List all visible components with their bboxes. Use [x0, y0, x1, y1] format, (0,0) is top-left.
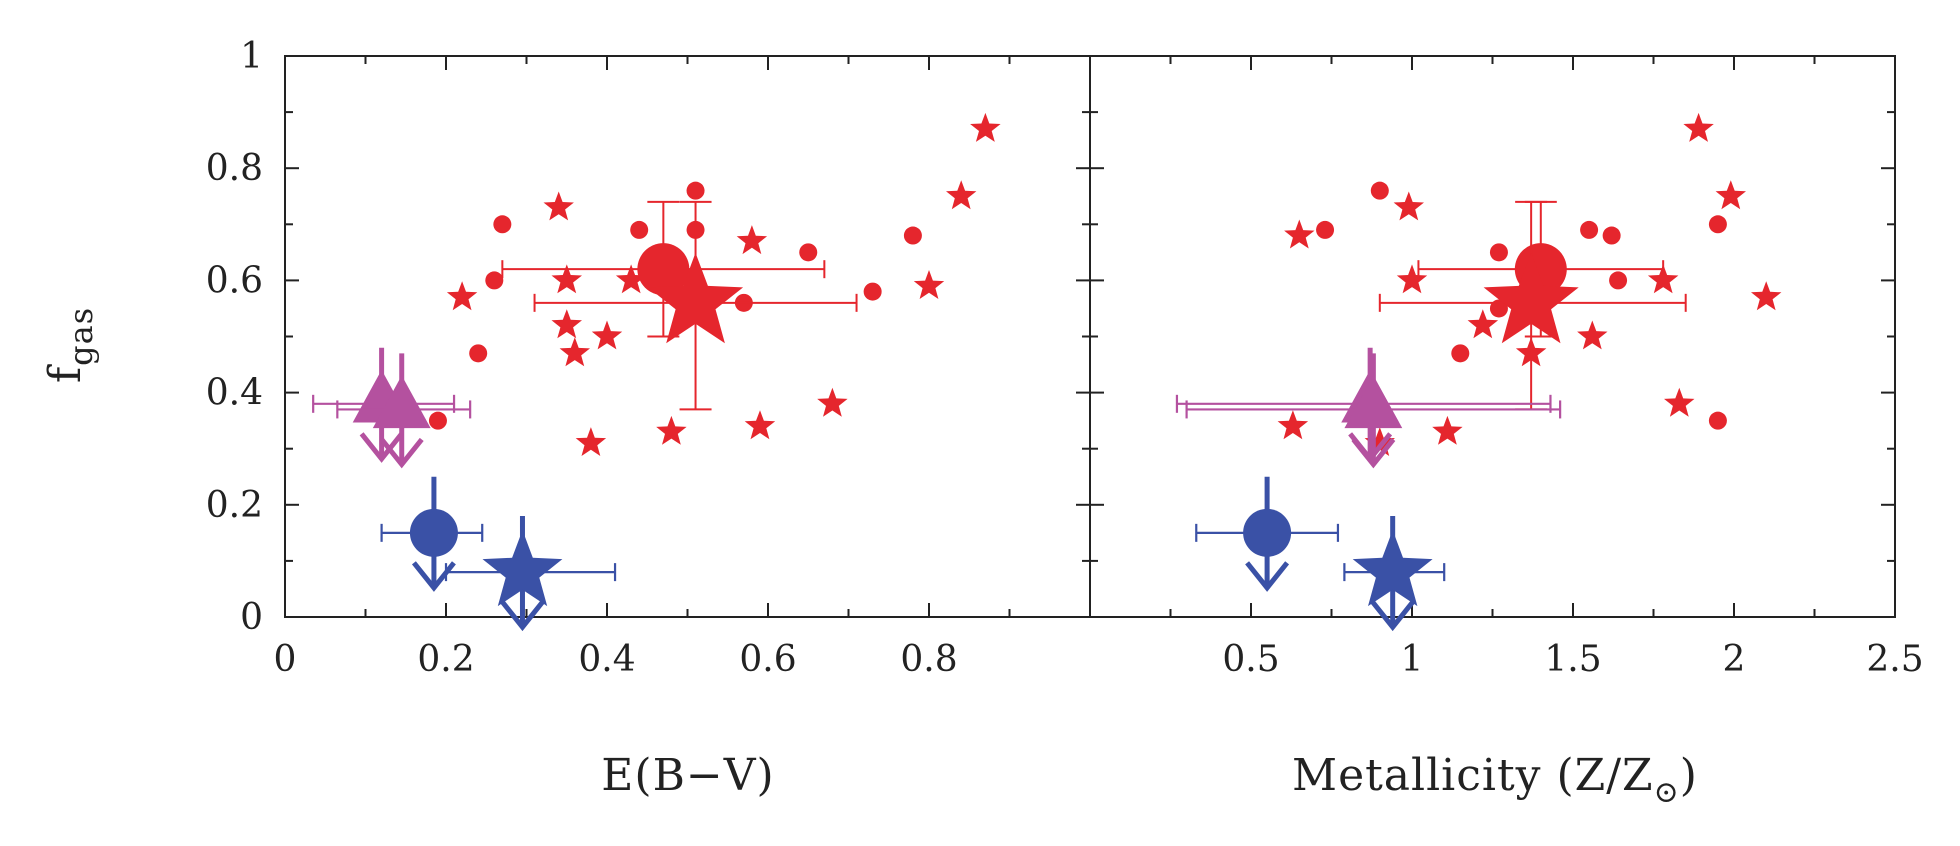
y-tick-label: 0.6 — [206, 260, 263, 301]
x-tick-label: 1.5 — [1544, 639, 1601, 680]
red-star-point — [656, 415, 687, 445]
red-star-point — [913, 270, 945, 299]
red-star-point — [817, 387, 848, 417]
red-dot-point — [1609, 271, 1628, 290]
red-dot-point — [799, 243, 818, 262]
x-tick-label: 2 — [1723, 639, 1746, 680]
red-star-point — [591, 320, 623, 350]
x-axis-title-metallicity-end: ) — [1680, 750, 1698, 801]
red-star-point — [970, 112, 1001, 142]
x-tick-label: 0 — [274, 639, 297, 680]
red-dot-point — [1489, 299, 1508, 318]
upper-limit-arrowhead — [359, 432, 404, 463]
red-star-point — [1467, 309, 1499, 339]
red-star-point — [946, 180, 977, 210]
upper-limit-arrowhead — [379, 437, 424, 469]
mean-star-marker — [1483, 252, 1579, 344]
x-tick-label: 0.4 — [578, 639, 635, 680]
y-tick-label: 0.8 — [206, 148, 263, 189]
y-tick-label: 0.2 — [206, 485, 263, 526]
red-dot-point — [493, 215, 512, 234]
y-tick-label: 0 — [240, 597, 263, 638]
red-star-point — [1393, 191, 1424, 221]
red-star-point — [1715, 180, 1746, 210]
red-dot-point — [863, 282, 882, 301]
x-tick-label: 0.8 — [900, 639, 957, 680]
x-axis-title-metallicity-sub: ⊙ — [1654, 775, 1680, 810]
red-dot-point — [1451, 344, 1470, 363]
red-dot-point — [686, 181, 705, 200]
y-axis-title-sub: gas — [62, 307, 100, 366]
mean-triangle-marker — [372, 375, 431, 429]
mean-star-marker — [1352, 530, 1433, 607]
red-star-point — [1364, 427, 1395, 456]
panel-ebv: 0 0.2 0.4 0.6 0.8 1 0 0.2 0.4 0.6 0.8 — [206, 36, 1091, 680]
red-dot-point — [1708, 411, 1727, 430]
red-star-point — [543, 191, 574, 221]
y-axis-title-main: f — [40, 364, 91, 383]
red-dot-point — [469, 344, 488, 363]
y-tick-label: 0.4 — [206, 373, 263, 414]
red-dot-point — [630, 220, 649, 239]
red-star-point — [1751, 281, 1782, 311]
x-tick-label: 0.2 — [417, 639, 474, 680]
red-dot-point — [485, 271, 504, 290]
red-star-point — [1664, 387, 1695, 417]
x-tick-label: 2.5 — [1866, 639, 1923, 680]
red-star-point — [615, 264, 647, 294]
red-dot-point — [1370, 181, 1389, 200]
upper-limit-arrowhead — [1245, 561, 1290, 592]
upper-limit-arrowhead — [500, 600, 545, 632]
red-star-point — [575, 427, 607, 456]
red-dot-point — [1316, 220, 1335, 239]
x-tick-label: 1 — [1401, 639, 1424, 680]
mean-star-marker — [648, 252, 744, 344]
red-dot-point — [903, 226, 922, 245]
red-star-point — [1577, 320, 1608, 350]
red-star-point — [1683, 112, 1714, 142]
upper-limit-arrowhead — [1351, 437, 1396, 469]
red-star-point — [736, 225, 768, 255]
mean-triangle-marker — [1344, 375, 1403, 429]
red-star-point — [1432, 415, 1463, 445]
mean-circle-marker — [1243, 508, 1292, 557]
mean-circle-marker — [637, 243, 690, 296]
red-star-point — [559, 337, 590, 367]
x-tick-label: 0.5 — [1222, 639, 1279, 680]
red-star-point — [744, 410, 776, 440]
red-star-point — [1647, 264, 1679, 294]
red-dot-point — [1580, 220, 1599, 239]
red-dot-point — [1489, 243, 1508, 262]
red-star-point — [551, 309, 582, 339]
red-star-point — [1277, 410, 1309, 440]
red-dot-point — [428, 411, 447, 430]
y-tick-label: 1 — [240, 36, 263, 77]
red-star-point — [1284, 219, 1315, 249]
red-dot-point — [1708, 215, 1727, 234]
x-axis-title-metallicity: Metallicity (Z/Z⊙) — [1292, 750, 1698, 810]
red-dot-point — [1602, 226, 1621, 245]
red-star-point — [1396, 264, 1428, 294]
upper-limit-arrowhead — [1370, 600, 1415, 632]
x-tick-label: 0.6 — [739, 639, 796, 680]
panel-metallicity: 0.5 1 1.5 2 2.5 — [1089, 55, 1924, 680]
red-star-point — [551, 264, 582, 294]
x-axis-title-ebv: E(B−V) — [601, 750, 774, 801]
red-star-point — [446, 281, 478, 311]
y-axis-title: fgas — [40, 307, 100, 383]
mean-star-marker — [482, 530, 563, 607]
x-axis-title-metallicity-main: Metallicity (Z/Z — [1292, 750, 1654, 801]
mean-circle-marker — [409, 508, 458, 557]
